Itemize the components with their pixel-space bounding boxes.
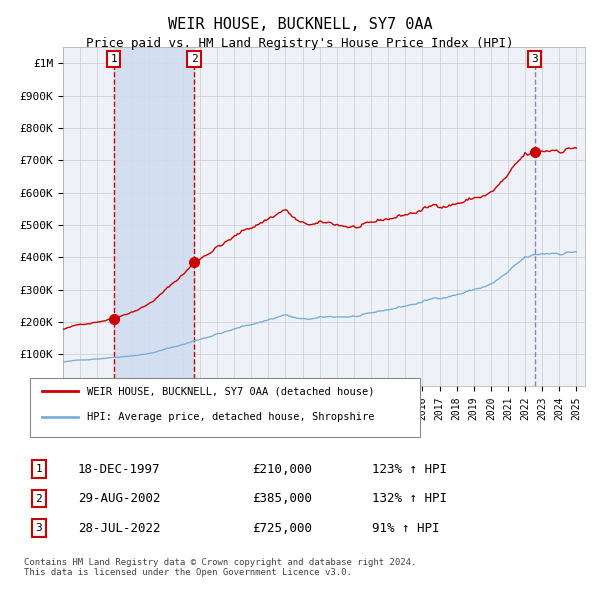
Text: 28-JUL-2022: 28-JUL-2022 — [78, 522, 161, 535]
Text: £210,000: £210,000 — [252, 463, 312, 476]
Text: 2: 2 — [35, 494, 43, 503]
Text: 132% ↑ HPI: 132% ↑ HPI — [372, 492, 447, 505]
Text: 91% ↑ HPI: 91% ↑ HPI — [372, 522, 439, 535]
Text: Price paid vs. HM Land Registry's House Price Index (HPI): Price paid vs. HM Land Registry's House … — [86, 37, 514, 50]
Text: 1: 1 — [110, 54, 117, 64]
Text: WEIR HOUSE, BUCKNELL, SY7 0AA (detached house): WEIR HOUSE, BUCKNELL, SY7 0AA (detached … — [87, 386, 374, 396]
Text: 29-AUG-2002: 29-AUG-2002 — [78, 492, 161, 505]
Text: WEIR HOUSE, BUCKNELL, SY7 0AA: WEIR HOUSE, BUCKNELL, SY7 0AA — [167, 17, 433, 31]
Text: 3: 3 — [35, 523, 43, 533]
Text: HPI: Average price, detached house, Shropshire: HPI: Average price, detached house, Shro… — [87, 412, 374, 422]
Text: 123% ↑ HPI: 123% ↑ HPI — [372, 463, 447, 476]
Text: £385,000: £385,000 — [252, 492, 312, 505]
Text: Contains HM Land Registry data © Crown copyright and database right 2024.
This d: Contains HM Land Registry data © Crown c… — [24, 558, 416, 577]
Text: £725,000: £725,000 — [252, 522, 312, 535]
Bar — [113, 47, 194, 386]
Text: 3: 3 — [532, 54, 538, 64]
Text: 1: 1 — [35, 464, 43, 474]
Text: 2: 2 — [191, 54, 197, 64]
Text: 18-DEC-1997: 18-DEC-1997 — [78, 463, 161, 476]
